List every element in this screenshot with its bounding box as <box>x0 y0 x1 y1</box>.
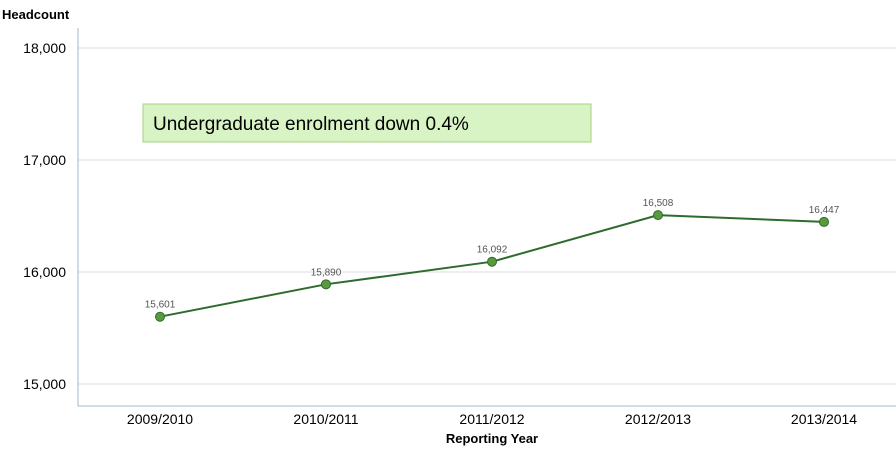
data-label: 16,092 <box>477 245 508 256</box>
data-point <box>155 311 165 322</box>
data-point <box>819 216 829 227</box>
x-tick-label: 2009/2010 <box>127 411 193 427</box>
data-points <box>155 210 829 322</box>
x-tick-label: 2010/2011 <box>293 411 358 427</box>
axes <box>77 28 896 407</box>
x-tick-label: 2012/2013 <box>625 411 691 427</box>
y-axis-label: Headcount <box>2 7 70 22</box>
x-tick-labels: 2009/2010 2010/2011 2011/2012 2012/2013 2013… <box>127 411 857 427</box>
annotation-background <box>142 103 592 143</box>
x-axis-label: Reporting Year <box>446 431 538 446</box>
grid-lines <box>78 47 896 385</box>
y-tick-label: 18,000 <box>23 40 66 56</box>
data-label: 16,508 <box>643 198 674 209</box>
y-tick-label: 17,000 <box>23 152 66 168</box>
annotation-text: Undergraduate enrolment down 0.4% <box>153 114 469 135</box>
y-tick-labels: 15,000 16,000 17,000 18,000 <box>23 40 66 392</box>
data-point <box>321 279 331 290</box>
data-label: 15,601 <box>145 300 176 311</box>
data-point <box>487 256 497 267</box>
x-tick-label: 2011/2012 <box>459 411 524 427</box>
data-label: 15,890 <box>311 267 342 278</box>
y-tick-label: 16,000 <box>23 264 66 280</box>
x-tick-label: 2013/2014 <box>791 411 857 427</box>
data-point <box>653 210 663 221</box>
data-labels: 15,601 15,890 16,092 16,508 16,447 <box>145 198 840 311</box>
annotation-box: Undergraduate enrolment down 0.4% <box>142 103 592 143</box>
data-label: 16,447 <box>809 205 840 216</box>
y-tick-label: 15,000 <box>23 376 66 392</box>
